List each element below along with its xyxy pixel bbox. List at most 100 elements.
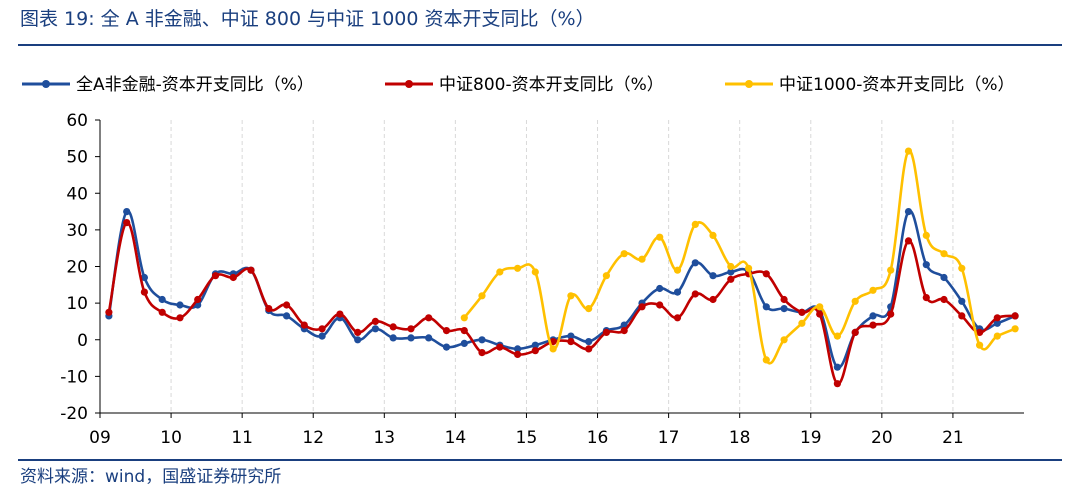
data-point	[638, 255, 646, 263]
data-point	[958, 264, 966, 272]
data-point	[780, 305, 788, 313]
data-point	[709, 272, 717, 280]
data-point	[531, 341, 539, 349]
data-point	[283, 301, 291, 309]
data-point	[425, 314, 433, 322]
source-rule	[18, 459, 1062, 461]
data-point	[976, 341, 984, 349]
data-point	[371, 317, 379, 325]
series-line	[107, 221, 1016, 386]
data-point	[940, 250, 948, 258]
chart-legend: 全A非金融-资本开支同比（%） 中证800-资本开支同比（%） 中证1000-资本开…	[22, 75, 1015, 95]
data-point	[478, 349, 486, 357]
y-axis-ticks: 60 50 40 30 20 10 0 -10 -20	[60, 111, 100, 424]
data-point	[531, 268, 539, 276]
legend-label: 中证1000-资本开支同比（%）	[779, 75, 1015, 95]
figure-title: 图表 19: 全 A 非金融、中证 800 与中证 1000 资本开支同比（%）	[20, 8, 595, 30]
x-tick-label: 16	[587, 428, 609, 448]
data-point	[904, 147, 913, 155]
data-point	[833, 380, 842, 388]
data-point	[176, 301, 184, 309]
legend-label: 全A非金融-资本开支同比（%）	[76, 75, 314, 95]
data-point	[585, 305, 593, 313]
data-point	[567, 292, 575, 300]
data-point	[318, 332, 326, 340]
data-point	[442, 327, 451, 335]
data-point	[318, 325, 326, 333]
legend-label: 中证800-资本开支同比（%）	[439, 75, 664, 95]
x-tick-label: 20	[871, 428, 893, 448]
data-point	[389, 323, 397, 331]
data-point	[585, 338, 593, 346]
data-point	[354, 336, 362, 344]
x-tick-label: 21	[942, 428, 964, 448]
data-point	[993, 332, 1001, 340]
chart-series	[105, 147, 1019, 388]
data-point	[869, 321, 877, 329]
data-point	[602, 272, 611, 280]
data-point	[798, 319, 806, 327]
x-tick-label: 17	[658, 428, 680, 448]
data-point	[620, 321, 628, 329]
data-point	[869, 286, 877, 294]
data-point	[123, 219, 131, 227]
data-point	[514, 350, 522, 358]
data-point	[602, 328, 611, 336]
data-point	[567, 338, 575, 346]
source-note: 资料来源：wind，国盛证券研究所	[20, 467, 282, 487]
data-point	[1011, 325, 1019, 333]
data-point	[709, 295, 717, 304]
data-point	[727, 275, 735, 283]
data-point	[158, 308, 166, 316]
data-point	[958, 312, 966, 320]
data-point	[140, 288, 148, 296]
data-point	[691, 290, 699, 298]
data-point	[691, 220, 699, 228]
series-group	[105, 219, 1019, 388]
data-point	[780, 336, 788, 344]
data-point	[709, 231, 717, 239]
data-point	[460, 314, 468, 322]
x-tick-label: 11	[231, 428, 253, 448]
data-point	[425, 334, 433, 342]
data-point	[727, 268, 735, 276]
data-point	[1011, 312, 1019, 320]
data-point	[354, 328, 362, 336]
data-point	[460, 327, 468, 335]
data-point	[922, 294, 930, 302]
data-point	[727, 262, 735, 271]
data-point	[958, 297, 966, 305]
data-point	[851, 328, 859, 336]
data-point	[283, 312, 291, 320]
data-point	[229, 273, 237, 282]
data-point	[904, 237, 913, 245]
data-point	[904, 208, 913, 216]
data-point	[265, 305, 273, 313]
data-point	[478, 336, 486, 344]
legend-swatch-marker	[405, 80, 413, 88]
data-point	[638, 303, 646, 311]
data-point	[887, 310, 895, 318]
data-point	[922, 231, 930, 239]
data-point	[531, 347, 539, 355]
y-tick-label: 10	[66, 294, 88, 314]
data-point	[407, 325, 415, 333]
data-point	[389, 334, 397, 342]
data-point	[620, 250, 628, 258]
y-tick-label: 40	[66, 184, 88, 204]
y-tick-label: 30	[66, 221, 88, 241]
data-point	[620, 327, 628, 335]
data-point	[887, 266, 895, 274]
y-tick-label: 50	[66, 148, 88, 168]
data-point	[496, 268, 504, 276]
x-tick-label: 18	[729, 428, 751, 448]
data-point	[158, 295, 166, 304]
chart-axes	[99, 120, 1024, 414]
x-tick-label: 15	[516, 428, 538, 448]
data-point	[745, 264, 753, 272]
legend-swatch-marker	[42, 80, 50, 88]
data-point	[780, 295, 788, 304]
data-point	[656, 284, 664, 293]
y-tick-label: 0	[77, 331, 88, 351]
